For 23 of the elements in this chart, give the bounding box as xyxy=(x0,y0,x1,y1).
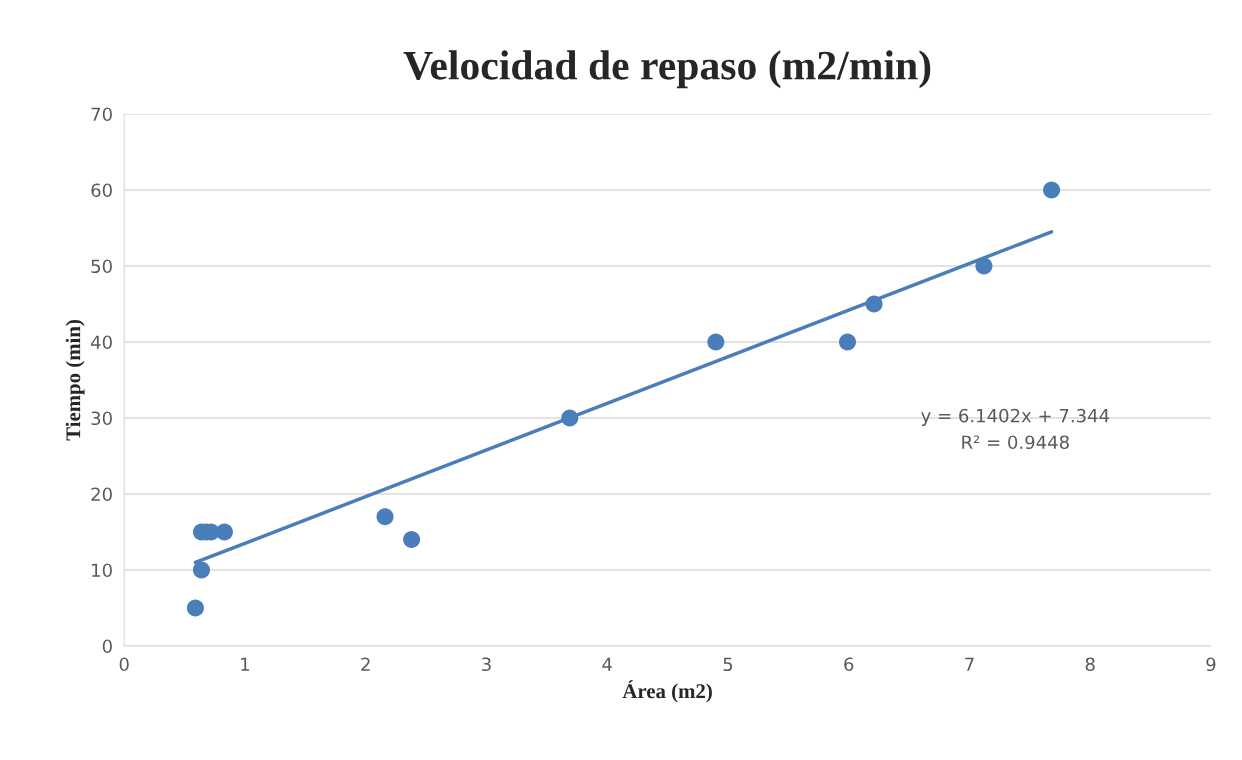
y-tick-label: 10 xyxy=(92,563,112,578)
y-tick-label: 60 xyxy=(91,183,112,198)
annotation: R² = 0.9448 xyxy=(962,435,1069,450)
y-tick-label: 0 xyxy=(102,639,112,654)
annotation: y = 6.1402x + 7.344 xyxy=(921,408,1110,426)
x-tick-label: 6 xyxy=(844,657,854,672)
y-tick-label: 40 xyxy=(91,335,112,350)
y-tick-label: 50 xyxy=(91,259,112,274)
x-tick-label: 1 xyxy=(241,657,250,671)
x-tick-label: 7 xyxy=(965,657,974,671)
y-tick-label: 70 xyxy=(91,107,112,122)
x-axis-title: Área (m2) xyxy=(622,680,712,703)
x-tick-label: 2 xyxy=(361,657,370,671)
x-tick-label: 4 xyxy=(602,657,612,671)
y-axis-title: Tiempo (min) xyxy=(65,320,85,441)
y-tick-label: 20 xyxy=(91,487,112,502)
x-tick-label: 0 xyxy=(119,657,129,672)
x-tick-label: 9 xyxy=(1206,657,1216,672)
chart-title: Velocidad de repaso (m2/min) xyxy=(403,50,931,89)
x-tick-label: 3 xyxy=(482,657,491,672)
x-tick-label: 8 xyxy=(1085,657,1095,672)
y-tick-label: 30 xyxy=(91,411,112,426)
x-tick-label: 5 xyxy=(723,657,733,672)
